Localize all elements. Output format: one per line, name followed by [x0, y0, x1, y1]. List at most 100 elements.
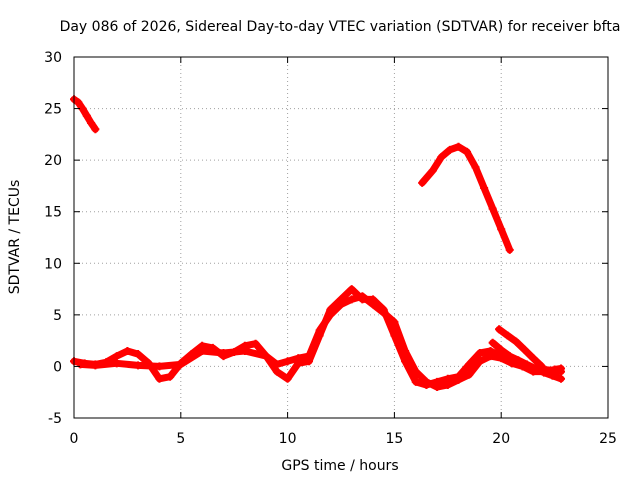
y-tick-label: 20 [44, 153, 62, 169]
y-tick-label: 10 [44, 256, 62, 272]
data-point [91, 125, 100, 134]
series-arc-6 [495, 325, 546, 371]
data-point [262, 352, 271, 361]
data-point [198, 346, 207, 355]
data-point [480, 183, 489, 192]
data-point [475, 349, 484, 358]
data-point [155, 362, 164, 371]
data-point [379, 305, 388, 314]
data-series [70, 95, 566, 392]
data-point [422, 380, 431, 389]
x-axis-label: GPS time / hours [281, 458, 398, 474]
data-point [537, 362, 546, 371]
data-point [390, 331, 399, 340]
data-point [91, 361, 100, 370]
data-point [283, 374, 292, 383]
series-arc-5 [488, 338, 566, 383]
data-point [155, 374, 164, 383]
data-point [550, 365, 559, 374]
data-point [488, 204, 497, 213]
data-point [219, 349, 228, 358]
plot-frame [73, 56, 609, 419]
data-point [176, 360, 185, 369]
x-tick-label: 10 [279, 431, 297, 447]
data-point [433, 377, 442, 386]
y-tick-label: 0 [53, 359, 62, 375]
data-point [445, 145, 454, 154]
data-point [326, 305, 335, 314]
data-point [529, 354, 538, 363]
data-point [76, 360, 85, 369]
series-arc-4 [76, 285, 566, 389]
data-point [337, 295, 345, 304]
data-point [437, 153, 446, 162]
data-point [465, 360, 474, 369]
data-point [454, 372, 463, 381]
series-band [70, 95, 99, 133]
data-point [522, 360, 531, 369]
data-point [503, 331, 512, 340]
data-point [87, 119, 96, 128]
series-band [495, 325, 546, 370]
y-tick-label: 15 [44, 205, 62, 221]
data-point [272, 367, 281, 376]
data-point [112, 359, 121, 368]
data-point [497, 225, 506, 234]
data-point [401, 357, 410, 366]
data-point [251, 339, 260, 348]
data-point [112, 352, 121, 361]
data-point [486, 346, 495, 355]
data-point [497, 345, 506, 354]
data-point [512, 337, 521, 346]
data-point [488, 338, 497, 347]
data-point [531, 364, 540, 373]
data-point [418, 178, 427, 187]
x-tick-label: 0 [70, 431, 79, 447]
data-point [428, 166, 437, 175]
x-tick-label: 15 [385, 431, 403, 447]
data-point [347, 295, 356, 304]
data-point [304, 357, 313, 366]
data-point [166, 372, 175, 381]
data-point [347, 285, 356, 294]
data-point [475, 357, 484, 366]
data-point [548, 371, 557, 380]
data-point [505, 245, 514, 254]
data-point [315, 331, 324, 340]
data-point [505, 352, 514, 361]
x-tick-label: 25 [599, 431, 617, 447]
y-tick-label: 25 [44, 102, 62, 118]
data-point [82, 111, 91, 120]
x-tick-label: 5 [176, 431, 185, 447]
data-point [358, 295, 367, 304]
y-axis-label: SDTVAR / TECUs [7, 180, 23, 295]
data-point [557, 364, 566, 373]
data-point [465, 370, 474, 379]
data-point [520, 345, 529, 354]
y-tick-label: 5 [53, 308, 62, 324]
data-point [471, 163, 480, 172]
chart-title: Day 086 of 2026, Sidereal Day-to-day VTE… [60, 19, 621, 35]
data-point [454, 142, 463, 151]
data-point [539, 368, 548, 377]
data-point [557, 374, 566, 383]
data-point [495, 325, 504, 334]
data-point [74, 98, 83, 107]
y-tick-label: -5 [48, 411, 62, 427]
series-arc-2 [418, 142, 514, 254]
data-point [411, 377, 420, 386]
data-point [514, 356, 523, 365]
data-point [443, 374, 452, 383]
series-band [418, 143, 514, 254]
data-point [134, 361, 143, 370]
data-point [369, 295, 378, 304]
data-point [123, 346, 132, 355]
axis-ticks: 0 5 10 15 20 25 -5 0 5 10 15 20 25 30 [44, 50, 617, 447]
y-tick-label: 30 [44, 50, 62, 66]
data-point [240, 346, 249, 355]
data-point [294, 359, 303, 368]
x-tick-label: 20 [492, 431, 510, 447]
data-point [463, 147, 472, 156]
data-point [134, 350, 143, 359]
